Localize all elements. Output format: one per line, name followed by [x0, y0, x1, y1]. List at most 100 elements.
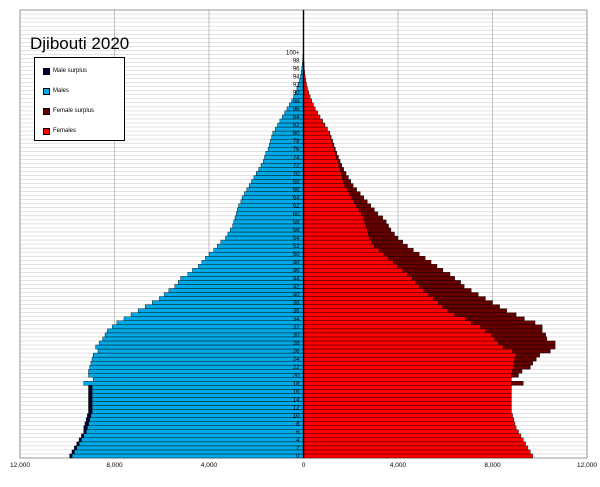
age-tick-label: 60: [293, 212, 300, 218]
male-bar: [89, 369, 304, 373]
male-bar: [164, 293, 303, 297]
male-bar: [205, 256, 303, 260]
female-bar: [304, 131, 330, 135]
female-surplus-bar: [332, 139, 333, 143]
female-bar: [304, 414, 513, 418]
female-bar: [304, 305, 443, 309]
age-tick-label: 68: [293, 180, 300, 186]
female-bar: [304, 228, 368, 232]
age-tick-label: 74: [293, 155, 300, 161]
male-bar: [92, 397, 303, 401]
female-surplus-bar: [337, 155, 339, 159]
female-surplus-bar: [515, 357, 536, 361]
age-tick-label: 52: [293, 244, 300, 250]
female-surplus-bar: [372, 240, 403, 244]
female-bar: [304, 381, 512, 385]
male-bar: [79, 442, 303, 446]
male-bar: [92, 389, 303, 393]
female-surplus-bar: [491, 333, 545, 337]
female-bar: [304, 349, 513, 353]
male-bar: [87, 426, 303, 430]
male-bar: [202, 260, 304, 264]
male-bar: [86, 430, 303, 434]
age-tick-label: 24: [293, 357, 300, 363]
age-tick-label: 80: [293, 131, 300, 137]
legend-item-male-surplus: Male surplus: [43, 66, 87, 76]
female-surplus-bar: [416, 280, 461, 284]
age-tick-label: 90: [293, 91, 300, 97]
x-tick-label: 12,000: [10, 462, 30, 469]
male-bar: [93, 377, 303, 381]
x-tick-label: 8,000: [484, 462, 501, 469]
age-tick-label: 32: [293, 325, 300, 331]
male-bar: [117, 321, 304, 325]
age-tick-label: 40: [293, 293, 300, 299]
female-bar: [304, 377, 512, 381]
age-tick-label: 12: [293, 406, 300, 412]
male-bar: [91, 361, 304, 365]
age-tick-label: 72: [293, 163, 300, 169]
female-surplus-bar: [495, 337, 547, 341]
female-bar: [304, 288, 424, 292]
age-tick-label: 96: [293, 67, 300, 73]
male-surplus-bar: [89, 385, 93, 389]
female-bar: [304, 196, 352, 200]
male-bar: [99, 341, 303, 345]
age-tick-label: 20: [293, 373, 300, 379]
female-surplus-bar: [511, 381, 523, 385]
age-tick-label: 10: [293, 414, 300, 420]
legend-label: Male surplus: [53, 68, 87, 74]
female-surplus-bar: [465, 317, 524, 321]
female-bar: [304, 268, 403, 272]
female-bar: [304, 422, 515, 426]
male-surplus-bar: [81, 434, 83, 438]
female-surplus-bar: [516, 353, 540, 357]
female-bar: [304, 454, 533, 458]
female-bar: [304, 264, 399, 268]
female-bar: [304, 91, 309, 95]
x-tick-label: 4,000: [390, 462, 407, 469]
age-tick-label: 54: [293, 236, 300, 242]
age-tick-label: 16: [293, 389, 300, 395]
female-bar: [304, 123, 325, 127]
male-bar: [226, 236, 304, 240]
female-surplus-bar: [345, 184, 353, 188]
male-bar: [81, 438, 303, 442]
age-tick-label: 22: [293, 365, 300, 371]
male-surplus-bar: [89, 393, 93, 397]
male-bar: [278, 123, 304, 127]
bars-layer: [70, 34, 555, 458]
female-surplus-bar: [354, 200, 367, 204]
female-surplus-bar: [419, 284, 464, 288]
male-bar: [92, 410, 303, 414]
age-tick-label: 18: [293, 381, 300, 387]
female-bar: [304, 293, 429, 297]
age-tick-label: 42: [293, 284, 300, 290]
female-bar: [304, 204, 357, 208]
male-bar: [192, 268, 303, 272]
male-surplus-bar: [74, 446, 76, 450]
male-surplus-bar: [86, 418, 90, 422]
female-bar: [304, 167, 341, 171]
female-surplus-bar: [367, 228, 391, 232]
female-bar: [304, 393, 512, 397]
male-bar: [89, 422, 304, 426]
legend-label: Males: [53, 88, 69, 94]
male-bar: [72, 454, 304, 458]
female-surplus-bar: [364, 216, 383, 220]
female-bar: [304, 216, 364, 220]
female-bar: [304, 200, 355, 204]
male-bar: [92, 406, 303, 410]
male-bar: [214, 248, 304, 252]
female-surplus-bar: [366, 224, 388, 228]
male-surplus-bar: [84, 430, 86, 434]
female-bar: [304, 276, 413, 280]
male-bar: [89, 373, 304, 377]
female-surplus-bar: [393, 260, 431, 264]
male-bar: [178, 280, 303, 284]
age-tick-label: 86: [293, 107, 300, 113]
age-tick-label: 82: [293, 123, 300, 129]
age-tick-label: 88: [293, 99, 300, 105]
female-surplus-bar: [429, 293, 479, 297]
male-bar: [124, 317, 304, 321]
